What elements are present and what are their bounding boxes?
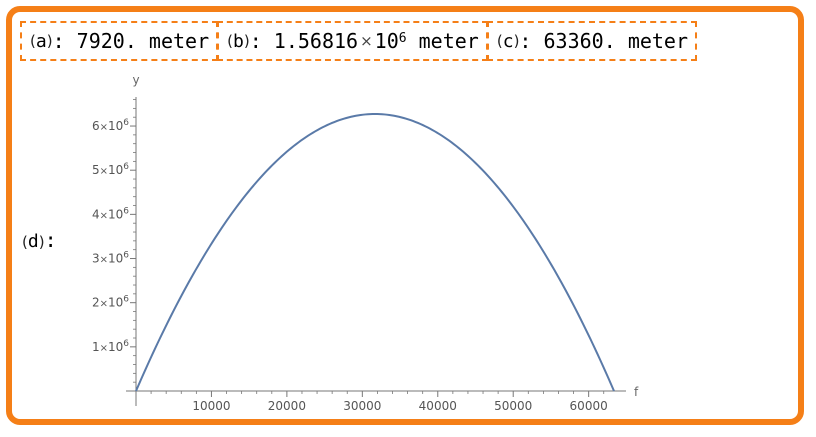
answer-b-separator: :: [249, 29, 274, 53]
answer-b-unit: meter: [418, 29, 479, 53]
x-tick-label: 10000: [192, 399, 230, 413]
answer-b-open-paren: (: [227, 32, 233, 50]
y-tick-label: 1×106: [92, 339, 129, 354]
series-line: [135, 112, 615, 392]
answer-a-letter: a: [35, 30, 47, 52]
answer-c-letter: c: [502, 30, 514, 52]
answer-a-box: ( a ) : 7920. meter: [20, 21, 219, 61]
y-tick-label: 3×106: [92, 251, 129, 266]
answer-d-letter: d: [27, 231, 39, 252]
y-tick-label: 4×106: [92, 206, 129, 221]
answer-a-open-paren: (: [30, 32, 36, 50]
answer-c-close-paren: ): [513, 32, 520, 50]
answer-b-base: 10: [374, 29, 399, 53]
answer-b-exponent: 6: [398, 30, 407, 46]
answer-a-value: 7920.: [76, 29, 137, 53]
output-frame: [6, 6, 804, 425]
answer-c-unit: meter: [627, 29, 689, 53]
answer-c-separator: :: [519, 29, 544, 53]
answer-a-close-paren: ): [46, 32, 53, 50]
answer-c-box: ( c ) : 63360. meter: [486, 21, 698, 61]
y-tick-label: 6×106: [92, 118, 129, 133]
answer-b-close-paren: ): [243, 32, 250, 50]
x-axis-label: f: [634, 385, 639, 399]
answer-b-box: ( b ) : 1.56816 × 10 6 meter: [217, 21, 488, 61]
answer-d-close-paren: ): [38, 233, 45, 251]
answer-a-separator: :: [52, 29, 77, 53]
answer-c-open-paren: (: [496, 32, 503, 50]
x-tick-label: 60000: [570, 399, 608, 413]
x-tick-label: 50000: [494, 399, 532, 413]
answer-b-times: ×: [360, 32, 373, 50]
x-tick-label: 30000: [343, 399, 381, 413]
y-tick-label: 5×106: [92, 162, 129, 177]
x-tick-label: 40000: [419, 399, 457, 413]
answers-row: ( a ) : 7920. meter ( b ) : 1.56816 × 10…: [20, 21, 698, 61]
x-tick-label: 20000: [268, 399, 306, 413]
answer-b-letter: b: [233, 30, 244, 52]
y-axis-label: y: [132, 73, 139, 87]
answer-d-separator: :: [44, 228, 57, 252]
y-tick-label: 2×106: [92, 295, 129, 310]
answer-a-unit: meter: [148, 29, 210, 53]
answer-b-mantissa: 1.56816: [273, 29, 359, 53]
answer-d-open-paren: (: [22, 233, 28, 251]
answer-d-label: (d):: [22, 228, 57, 252]
answer-c-value: 63360.: [543, 29, 616, 53]
